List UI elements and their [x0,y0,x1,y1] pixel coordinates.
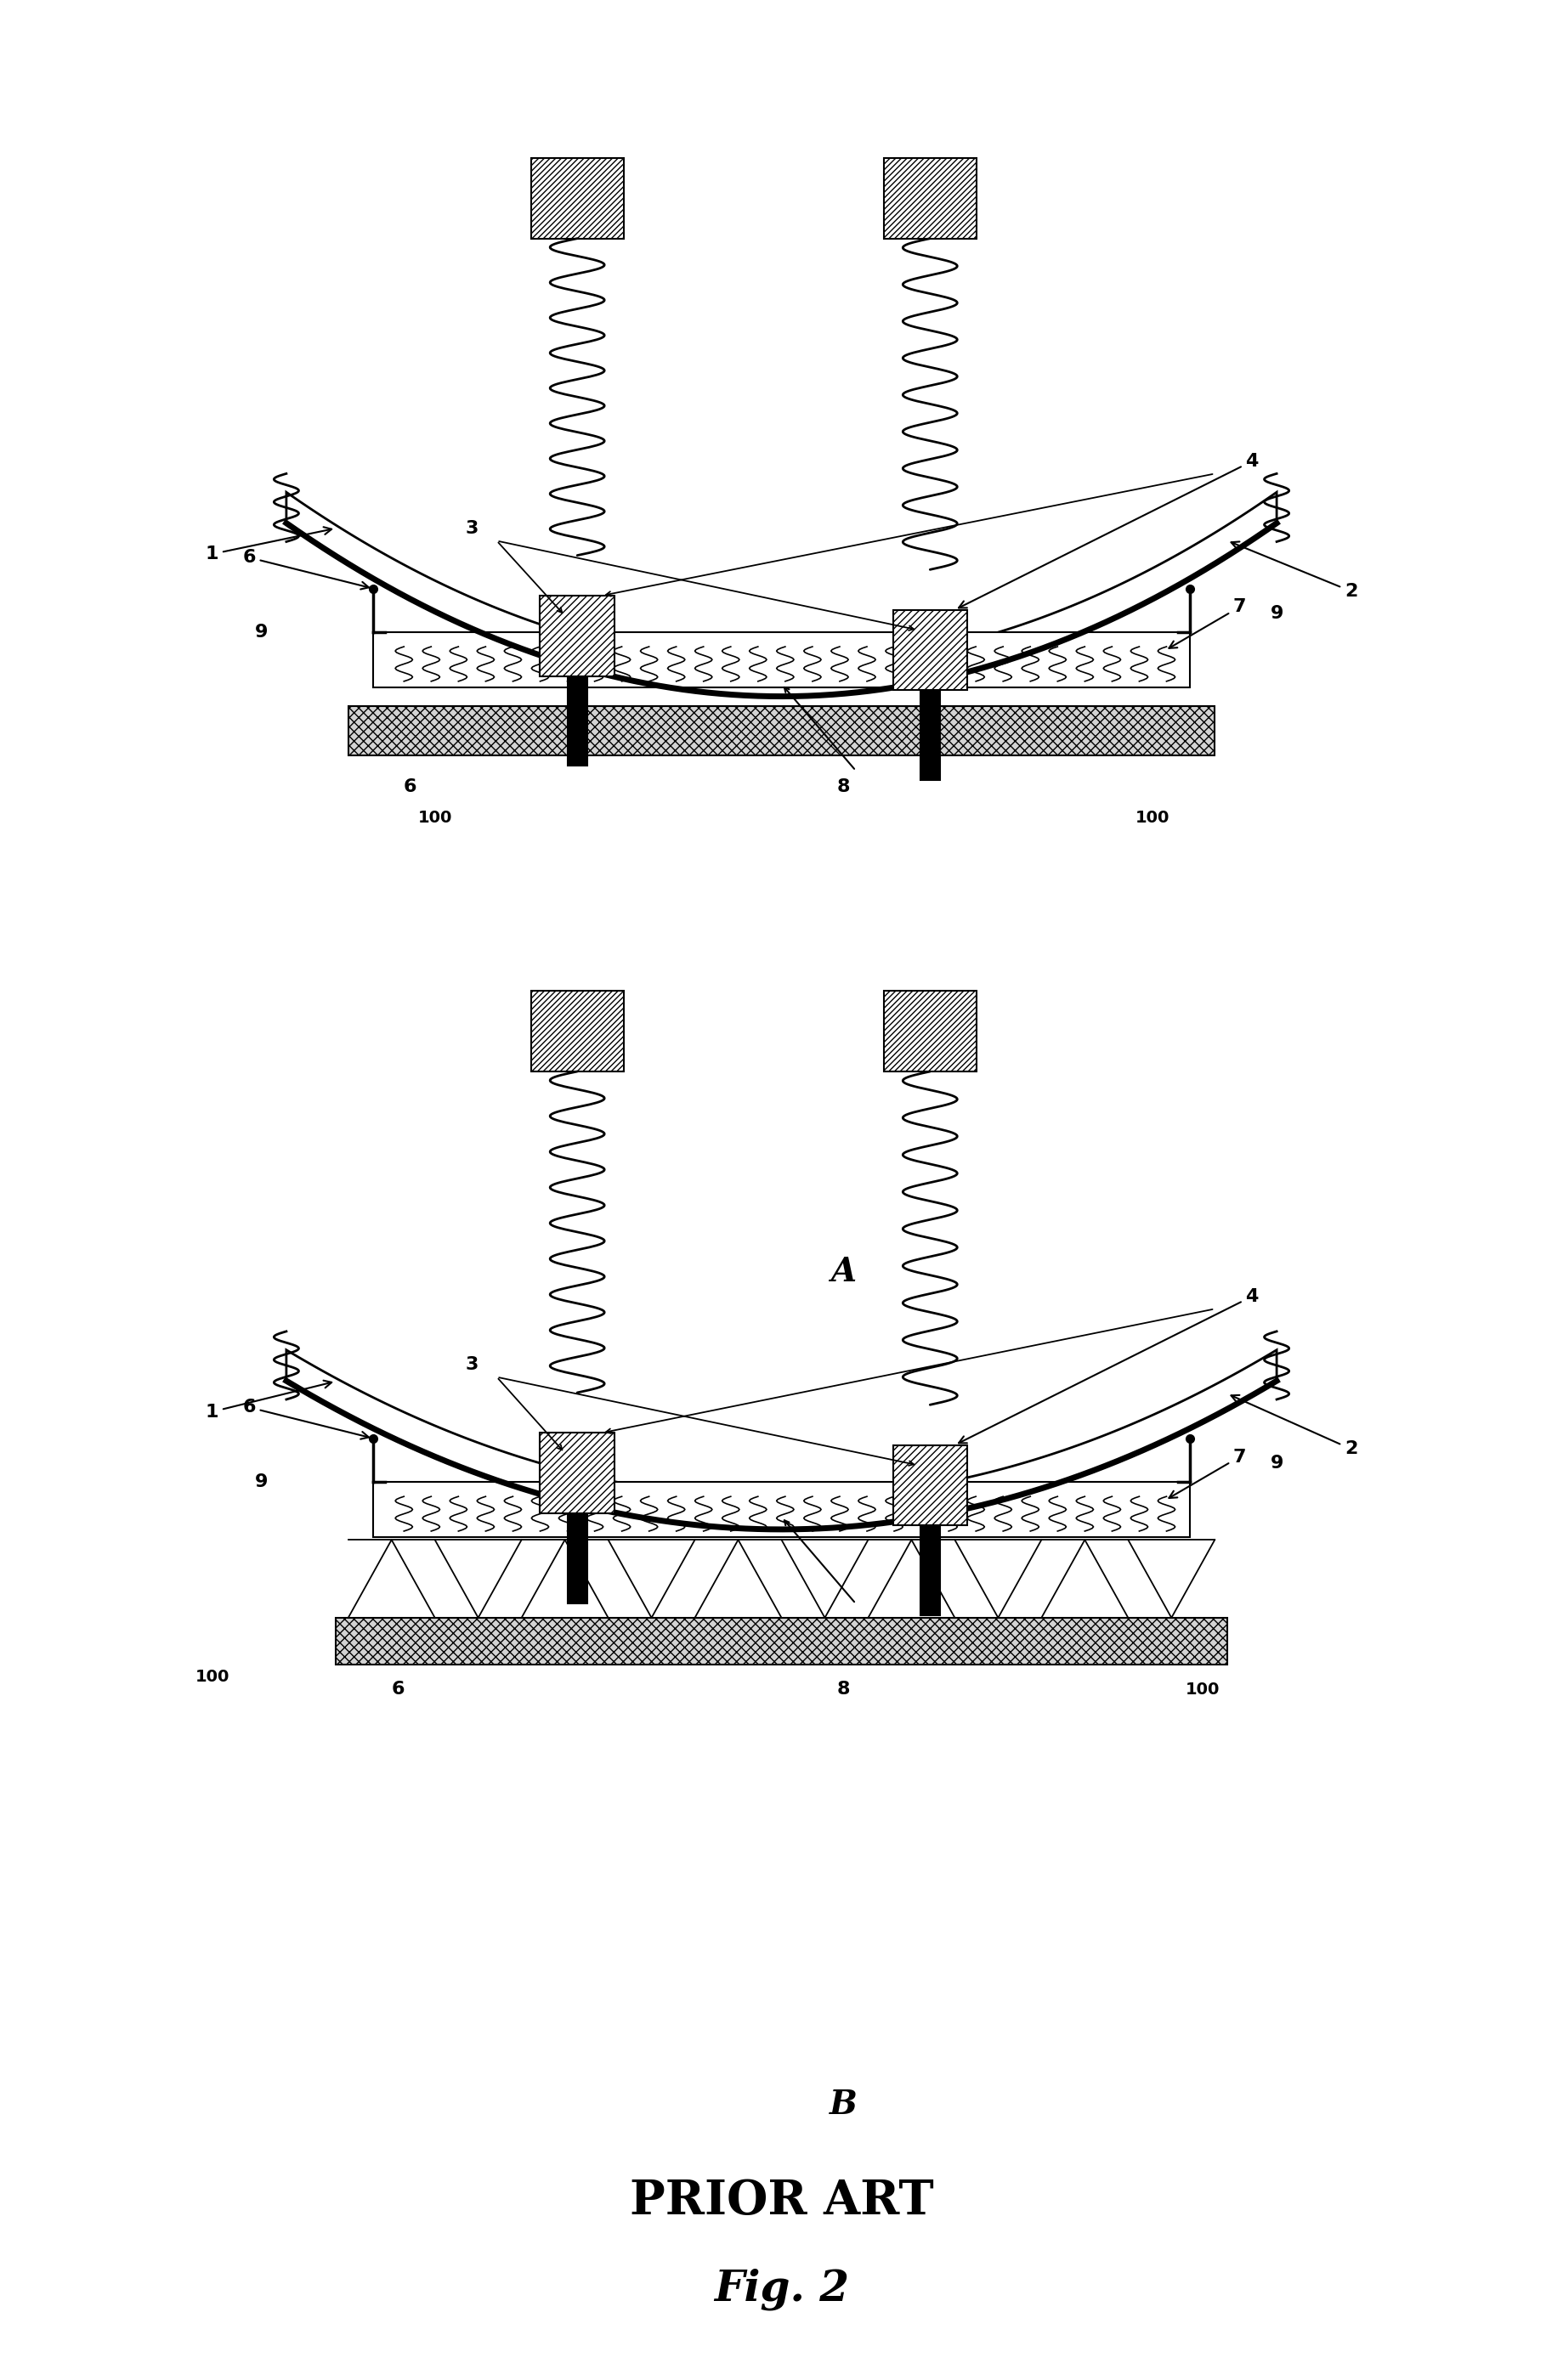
Text: 2: 2 [1232,1395,1358,1457]
Bar [892,1445,967,1526]
Bar [349,707,1214,754]
Bar [531,157,624,238]
Text: 9: 9 [255,624,269,640]
Bar [921,1466,939,1616]
Text: 6: 6 [242,1399,369,1440]
Text: 3: 3 [466,519,478,538]
Text: 100: 100 [1136,809,1171,826]
Text: PRIOR ART: PRIOR ART [630,2178,933,2225]
Bar [567,1454,588,1604]
Polygon shape [286,1349,1277,1530]
Text: 1: 1 [205,526,331,562]
Bar [336,1618,1227,1664]
Bar [374,1483,1189,1537]
Text: A: A [830,1257,857,1288]
Text: 7: 7 [1169,597,1246,647]
Bar [541,1433,614,1514]
Text: 7: 7 [1169,1449,1246,1497]
Bar [921,631,939,781]
Bar [531,990,624,1071]
Text: 100: 100 [195,1668,230,1685]
Text: 8: 8 [836,1680,850,1697]
Polygon shape [286,493,1277,697]
Text: 6: 6 [242,550,369,590]
Bar [541,595,614,676]
Text: 2: 2 [1232,543,1358,600]
Text: 100: 100 [417,809,452,826]
Bar [883,990,977,1071]
Text: 6: 6 [391,1680,405,1697]
Bar [892,609,967,690]
Text: 9: 9 [1271,605,1283,621]
Bar [883,157,977,238]
Text: 4: 4 [958,452,1258,607]
Bar [567,616,588,766]
Text: 3: 3 [466,1357,478,1373]
Bar [374,631,1189,688]
Text: B: B [830,2090,858,2121]
Text: 100: 100 [1185,1683,1219,1697]
Text: 9: 9 [1271,1454,1283,1471]
Text: 4: 4 [958,1288,1258,1442]
Text: 1: 1 [205,1380,331,1421]
Text: 9: 9 [255,1473,269,1490]
Text: Fig. 2: Fig. 2 [714,2268,849,2311]
Text: 6: 6 [403,778,417,795]
Text: 8: 8 [836,778,850,795]
